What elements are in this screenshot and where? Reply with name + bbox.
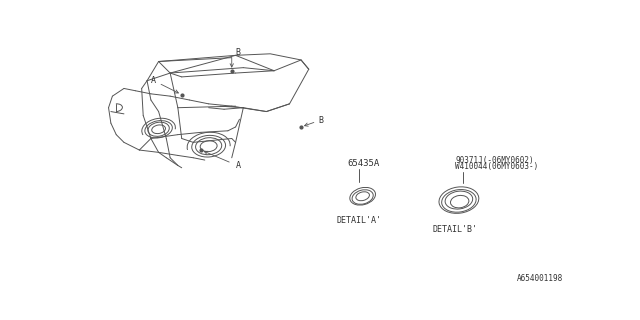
Text: B: B <box>319 116 324 124</box>
Text: W410044(06MY0603-): W410044(06MY0603-) <box>455 163 538 172</box>
Text: A654001198: A654001198 <box>516 274 563 283</box>
Text: B: B <box>236 48 241 57</box>
Text: 90371J(-06MY0602): 90371J(-06MY0602) <box>455 156 534 164</box>
Text: 65435A: 65435A <box>348 159 380 168</box>
Text: DETAIL'B': DETAIL'B' <box>433 225 477 234</box>
Text: DETAIL'A': DETAIL'A' <box>336 216 381 225</box>
Text: A: A <box>150 76 156 85</box>
Text: A: A <box>236 161 241 170</box>
